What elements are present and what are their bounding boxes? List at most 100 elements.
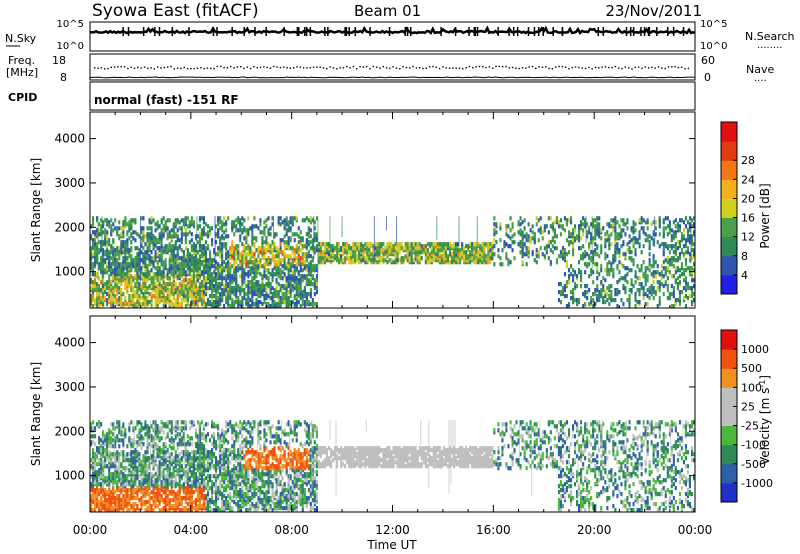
heatmap-cell [289, 262, 292, 267]
heatmap-cell [614, 258, 617, 263]
heatmap-cell [646, 238, 649, 243]
heatmap-cell [126, 222, 129, 227]
heatmap-cell [160, 284, 163, 289]
freq-point [256, 67, 258, 69]
heatmap-cell [110, 436, 113, 441]
heatmap-cell [325, 258, 328, 263]
heatmap-cell [598, 234, 601, 239]
heatmap-cell [116, 508, 119, 513]
colorbar-swatch [721, 160, 737, 180]
heatmap-cell [301, 302, 304, 307]
freq-point [266, 66, 268, 69]
heatmap-cell [471, 256, 474, 261]
heatmap-cell [263, 246, 266, 251]
heatmap-cell [434, 242, 437, 247]
heatmap-cell [582, 228, 585, 233]
heatmap-cell [92, 458, 95, 463]
heatmap-cell [134, 476, 137, 481]
heatmap-cell [174, 282, 177, 287]
heatmap-cell [138, 294, 141, 299]
heatmap-cell [269, 304, 272, 309]
heatmap-cell [128, 224, 131, 229]
heatmap-cell [162, 292, 165, 297]
heatmap-cell [223, 216, 226, 221]
heatmap-cell [120, 426, 123, 431]
heatmap-cell [297, 226, 300, 231]
heatmap-cell [122, 302, 125, 307]
heatmap-cell [170, 290, 173, 295]
freq-point [220, 65, 222, 68]
heatmap-cell [487, 252, 490, 257]
freq-point [578, 66, 580, 69]
heatmap-cell [200, 216, 203, 221]
heatmap-cell [202, 244, 205, 249]
heatmap-cell [237, 284, 240, 289]
heatmap-cell [202, 230, 205, 235]
heatmap-cell [94, 248, 97, 253]
heatmap-cell [92, 488, 95, 493]
heatmap-cell [186, 262, 189, 267]
heatmap-cell [168, 288, 171, 293]
heatmap-cell [233, 250, 236, 255]
heatmap-cell [693, 216, 696, 221]
heatmap-cell [233, 232, 236, 237]
heatmap-cell [176, 296, 179, 301]
heatmap-cell [590, 272, 593, 277]
freq-point [143, 66, 146, 68]
heatmap-cell [315, 274, 318, 279]
freq-point [521, 66, 524, 69]
heatmap-cell [600, 292, 603, 297]
heatmap-cell [146, 254, 149, 259]
heatmap-cell [606, 234, 609, 239]
heatmap-cell [200, 280, 203, 285]
heatmap-cell [662, 266, 665, 271]
heatmap-cell [132, 476, 135, 481]
heatmap-cell [138, 262, 141, 267]
freq-point [249, 67, 252, 70]
heatmap-cell [600, 280, 603, 285]
heatmap-cell [388, 248, 391, 253]
heatmap-cell [94, 252, 97, 257]
heatmap-cell [130, 278, 133, 283]
heatmap-cell [146, 278, 149, 283]
heatmap-cell [94, 278, 97, 283]
heatmap-cell [112, 462, 115, 467]
freq-point [405, 66, 408, 69]
heatmap-cell [588, 274, 591, 279]
heatmap-cell [184, 216, 187, 221]
freq-point [528, 66, 530, 68]
heatmap-cell [106, 270, 109, 275]
heatmap-cell [592, 256, 595, 261]
heatmap-cell [323, 260, 326, 265]
heatmap-cell [100, 506, 103, 511]
heatmap-cell [176, 238, 179, 243]
heatmap-cell [590, 232, 593, 237]
heatmap-cell [487, 242, 490, 247]
heatmap-cell [259, 258, 262, 263]
heatmap-cell [570, 220, 573, 225]
heatmap-cell [531, 230, 534, 235]
heatmap-cell [132, 230, 135, 235]
colorbar-swatch [721, 122, 737, 142]
heatmap-cell [98, 228, 101, 233]
heatmap-cell [600, 228, 603, 233]
heatmap-cell [672, 250, 675, 255]
colorbar-tick-label: 20 [741, 192, 755, 205]
heatmap-cell [378, 252, 381, 257]
heatmap-cell [398, 242, 401, 247]
heatmap-cell [132, 466, 135, 471]
heatmap-cell [90, 498, 93, 503]
heatmap-cell [414, 250, 417, 255]
heatmap-cell [275, 272, 278, 277]
heatmap-cell [328, 252, 331, 257]
heatmap-cell [237, 250, 240, 255]
heatmap-cell [134, 502, 137, 507]
heatmap-cell [108, 238, 111, 243]
heatmap-cell [271, 292, 274, 297]
heatmap-cell [646, 234, 649, 239]
heatmap-cell [513, 232, 516, 237]
heatmap-cell [114, 472, 117, 477]
heatmap-cell [134, 302, 137, 307]
heatmap-cell [319, 258, 322, 263]
heatmap-cell [130, 456, 133, 461]
